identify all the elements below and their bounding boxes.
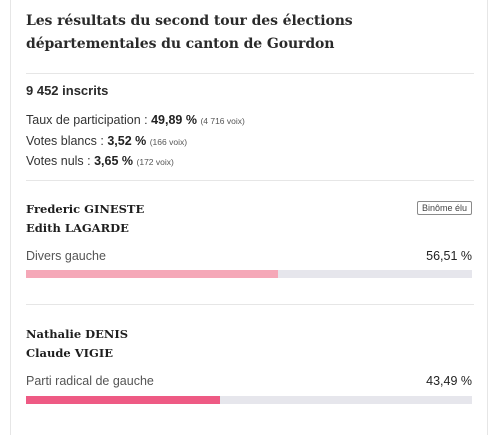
stat-value: 3,65 % [94, 154, 134, 168]
vote-bar-fill [26, 396, 220, 404]
stat-value: 49,89 % [151, 113, 197, 127]
page-title: Les résultats du second tour des électio… [26, 13, 353, 52]
stat-label: Taux de participation : [26, 113, 152, 127]
vote-percentage: 56,51 % [426, 249, 472, 263]
vote-percentage: 43,49 % [426, 374, 472, 388]
vote-bar [26, 396, 472, 404]
registered-voters: 9 452 inscrits [26, 83, 109, 98]
party-label: Divers gauche [26, 249, 106, 263]
stat-participation: Taux de participation : 49,89 % (4 716 v… [26, 113, 245, 127]
stat-count: (166 voix) [149, 137, 188, 147]
stat-label: Votes nuls : [26, 154, 95, 168]
vote-bar-fill [26, 270, 279, 278]
stat-value: 3,52 % [107, 134, 147, 148]
stat-label: Votes blancs : [26, 134, 108, 148]
stat-blank-votes: Votes blancs : 3,52 % (166 voix) [26, 134, 187, 148]
divider [26, 73, 474, 74]
divider [26, 304, 474, 305]
stat-count: (4 716 voix) [200, 116, 245, 126]
elected-badge: Binôme élu [416, 201, 472, 215]
divider [26, 180, 474, 181]
vote-bar [26, 270, 472, 278]
stat-count: (172 voix) [136, 157, 174, 167]
candidate-name: Frederic GINESTE [26, 202, 145, 216]
candidate-name: Nathalie DENIS [26, 327, 129, 341]
party-label: Parti radical de gauche [26, 374, 154, 388]
results-panel: Les résultats du second tour des électio… [10, 0, 488, 435]
stat-null-votes: Votes nuls : 3,65 % (172 voix) [26, 154, 174, 168]
candidate-name: Claude VIGIE [26, 346, 113, 360]
candidate-name: Edith LAGARDE [26, 221, 129, 235]
